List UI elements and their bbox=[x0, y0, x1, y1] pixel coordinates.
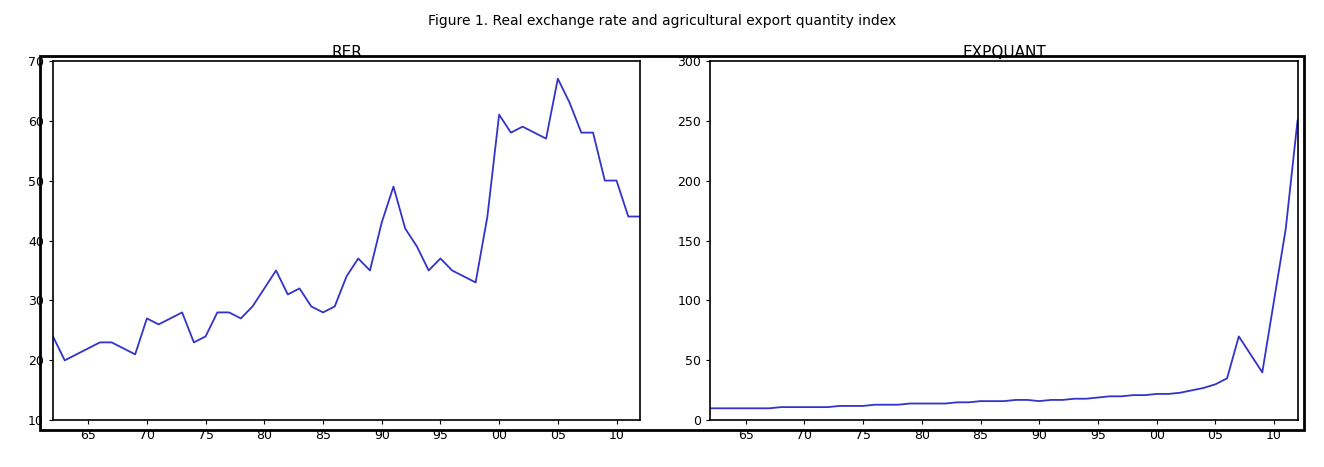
Text: Figure 1. Real exchange rate and agricultural export quantity index: Figure 1. Real exchange rate and agricul… bbox=[428, 14, 896, 28]
Title: EXPQUANT: EXPQUANT bbox=[963, 44, 1046, 60]
Title: RER: RER bbox=[331, 44, 361, 60]
